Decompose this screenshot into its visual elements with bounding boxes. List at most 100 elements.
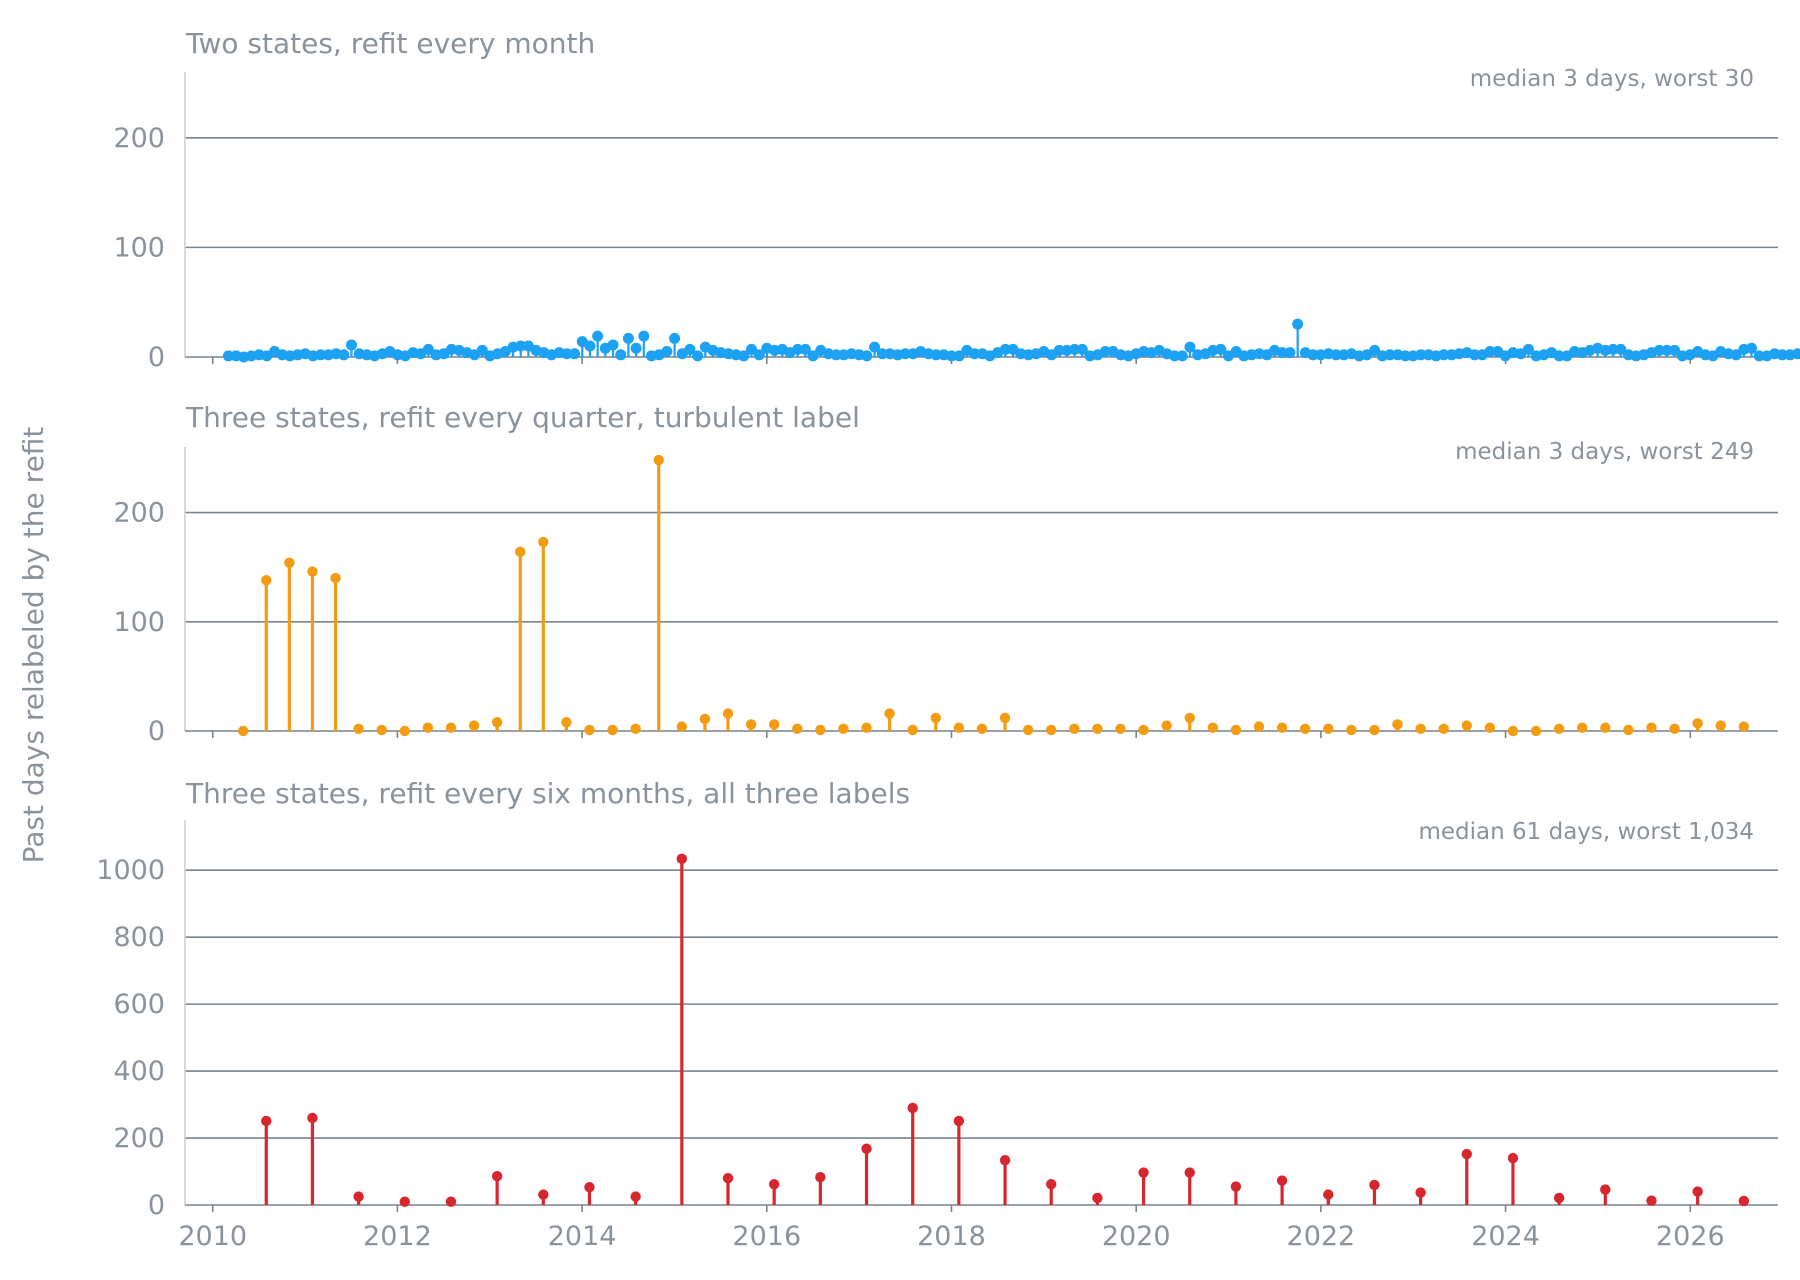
- stem-marker: [1484, 346, 1496, 358]
- stem-marker: [1577, 722, 1588, 733]
- stem-marker: [876, 348, 888, 360]
- panel-title: Three states, refit every six months, al…: [185, 777, 910, 810]
- stem-marker: [1138, 1167, 1149, 1178]
- stem-marker: [561, 348, 573, 360]
- stem-marker: [745, 343, 757, 355]
- y-tick-label: 0: [148, 716, 165, 747]
- stem-marker: [330, 572, 341, 584]
- stem-marker: [468, 720, 480, 731]
- stem-marker: [1276, 1175, 1288, 1186]
- x-tick-label: 2022: [1287, 1221, 1356, 1252]
- stem-marker: [1399, 350, 1411, 362]
- stem-marker: [538, 536, 549, 548]
- stem-marker: [1276, 722, 1288, 733]
- stem-marker: [1046, 724, 1057, 736]
- panel-1: Two states, refit every month median 3 da…: [113, 27, 1800, 373]
- stem-marker: [491, 1171, 503, 1182]
- stem-marker: [907, 1102, 918, 1114]
- stem-marker: [1346, 724, 1357, 736]
- chart-panels: Two states, refit every month median 3 da…: [96, 27, 1800, 1252]
- panel-title: Three states, refit every quarter, turbu…: [185, 401, 860, 434]
- stem-marker: [930, 349, 942, 361]
- stem-marker: [1307, 349, 1319, 361]
- stem-marker: [399, 725, 410, 737]
- stem-marker: [999, 343, 1011, 355]
- x-tick-label: 2024: [1471, 1221, 1540, 1252]
- stem-marker: [1507, 725, 1519, 737]
- stem-marker: [1461, 1148, 1472, 1160]
- stem-marker: [722, 1173, 734, 1184]
- stem-marker: [684, 343, 696, 355]
- stem-marker: [1438, 349, 1450, 361]
- stem-marker: [753, 349, 765, 361]
- stem-marker: [999, 712, 1011, 724]
- panel-annotation: median 3 days, worst 30: [1470, 66, 1754, 92]
- stem-marker: [1230, 724, 1242, 736]
- stem-marker: [1138, 724, 1149, 736]
- x-tick-label: 2016: [732, 1221, 801, 1252]
- stem-marker: [1438, 723, 1449, 735]
- stem-marker: [1600, 1184, 1611, 1195]
- stem-marker: [1553, 350, 1565, 362]
- stem-marker: [953, 1115, 965, 1127]
- stem-marker: [1092, 723, 1103, 735]
- x-tick-label: 2012: [363, 1221, 432, 1252]
- stem-marker: [1292, 318, 1304, 330]
- stem-marker: [830, 349, 842, 361]
- stem-marker: [1369, 344, 1381, 356]
- stem-marker: [1692, 1186, 1703, 1197]
- stem-marker: [561, 717, 572, 728]
- stem-marker: [1276, 347, 1288, 359]
- stem-marker: [1069, 723, 1080, 735]
- stem-marker: [1115, 723, 1126, 735]
- panel-annotation: median 3 days, worst 249: [1455, 439, 1754, 465]
- stem-marker: [861, 350, 873, 362]
- stem-marker: [946, 350, 958, 362]
- stem-marker: [1184, 712, 1195, 724]
- stem-marker: [1746, 342, 1758, 354]
- stem-marker: [1184, 1167, 1195, 1178]
- stem-marker: [615, 349, 627, 361]
- stem-marker: [607, 724, 618, 736]
- stem-marker: [345, 339, 357, 351]
- stem-marker: [353, 723, 364, 735]
- stem-marker: [399, 1196, 410, 1207]
- stem-marker: [815, 1172, 826, 1183]
- stem-marker: [1169, 350, 1181, 362]
- stem-marker: [838, 723, 849, 735]
- stem-marker: [284, 557, 295, 568]
- y-tick-label: 600: [113, 989, 165, 1020]
- stem-marker: [307, 1112, 318, 1124]
- stem-marker: [261, 1115, 272, 1127]
- stem-marker: [1284, 347, 1296, 359]
- stem-marker: [1753, 350, 1765, 362]
- stem-marker: [630, 342, 642, 354]
- stem-marker: [592, 330, 604, 342]
- stem-marker: [1415, 1187, 1426, 1198]
- stem-marker: [815, 724, 826, 736]
- stem-marker: [222, 350, 234, 362]
- panel-annotation: median 61 days, worst 1,034: [1418, 819, 1754, 845]
- stem-marker: [607, 339, 619, 351]
- stem-marker: [622, 332, 634, 344]
- stem-marker: [653, 454, 664, 466]
- y-tick-label: 100: [113, 607, 165, 638]
- stem-marker: [376, 724, 387, 736]
- stem-marker: [1369, 1179, 1380, 1191]
- stem-marker: [799, 343, 811, 355]
- x-tick-label: 2020: [1102, 1221, 1171, 1252]
- stem-marker: [1553, 1192, 1565, 1204]
- y-tick-label: 1000: [96, 855, 165, 886]
- stem-marker: [261, 575, 272, 586]
- stem-marker: [1623, 724, 1634, 736]
- y-tick-label: 200: [113, 123, 165, 154]
- stem-marker: [1738, 721, 1750, 732]
- stem-marker: [692, 350, 704, 362]
- stem-marker: [1461, 720, 1472, 731]
- stem-marker: [676, 853, 688, 865]
- stem-marker: [1184, 341, 1196, 353]
- stem-marker: [1323, 1189, 1334, 1200]
- stem-marker: [669, 332, 681, 344]
- y-tick-label: 400: [113, 1056, 165, 1087]
- stem-marker: [953, 722, 965, 733]
